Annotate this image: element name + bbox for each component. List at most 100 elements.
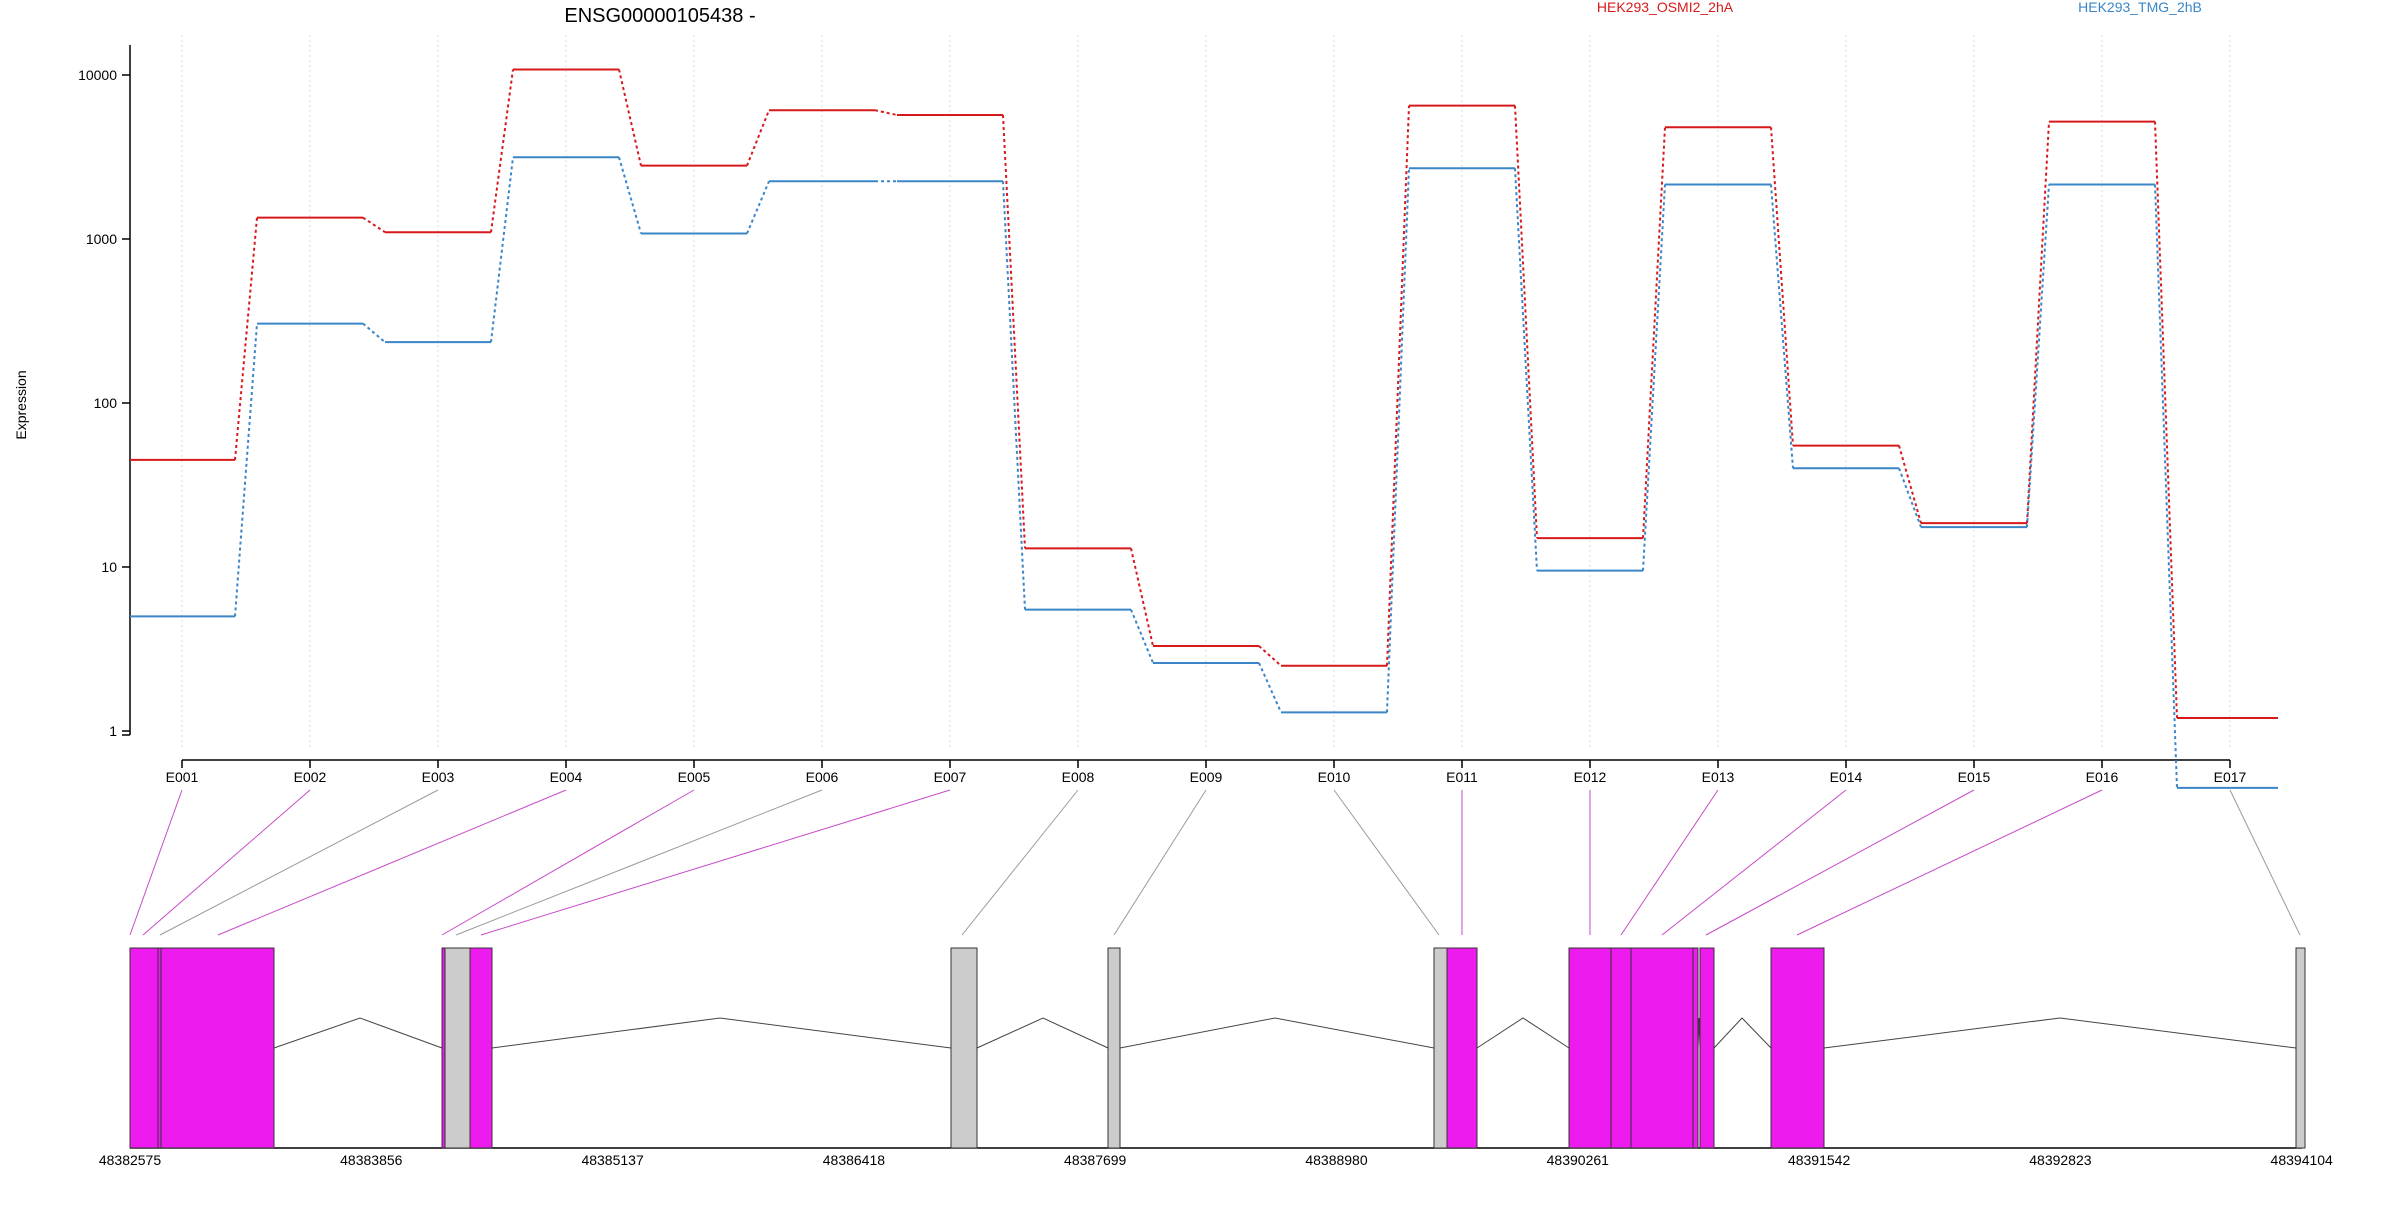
genomic-coordinate-label: 48387699: [1064, 1152, 1127, 1168]
series-1-transition: [1642, 127, 1666, 539]
x-tick-label: E011: [1446, 769, 1478, 785]
exon-block: [1610, 947, 1632, 1149]
exon-block: [1433, 947, 1448, 1149]
exon-connector-line: [1661, 789, 1847, 936]
series-1-transition: [1386, 105, 1410, 666]
exon-block: [1568, 947, 1612, 1149]
exon-block: [2295, 947, 2306, 1149]
genomic-coordinate-label: 48383856: [340, 1152, 403, 1168]
x-tick-label: E001: [166, 769, 199, 785]
series-1-transition: [1258, 645, 1282, 667]
exon-connector-line: [1113, 789, 1207, 936]
genomic-coordinate-label: 48385137: [581, 1152, 644, 1168]
exon-connector-line: [1333, 789, 1440, 936]
legend-entry-2: HEK293_TMG_2hB: [2078, 0, 2202, 15]
x-tick-label: E009: [1190, 769, 1223, 785]
exon-connector-line: [217, 789, 567, 936]
genomic-coordinate-label: 48390261: [1547, 1152, 1610, 1168]
exon-connector-line: [961, 789, 1079, 936]
intron-line: [976, 1017, 1109, 1049]
gene-model-layer: 48382575 48383856 48385137 48386418 48387699…: [99, 947, 2334, 1168]
exon-block: [1446, 947, 1478, 1149]
exon-connector-line: [2229, 789, 2301, 936]
series-1-transition: [1898, 445, 1922, 524]
x-tick-label: E015: [1958, 769, 1991, 785]
y-axis-label: Expression: [13, 370, 29, 439]
genomic-coordinate-label: 48386418: [823, 1152, 886, 1168]
series-2-transition: [1258, 662, 1282, 713]
x-tick-label: E016: [2086, 769, 2119, 785]
exon-connector-line: [129, 789, 183, 936]
x-tick-label: E013: [1702, 769, 1735, 785]
series-1-transition: [618, 69, 642, 166]
series-2-transition: [490, 157, 514, 343]
genomic-coordinate-label: 48391542: [1788, 1152, 1851, 1168]
x-tick-label: E006: [806, 769, 839, 785]
intron-line: [491, 1017, 952, 1049]
x-tick-label: E003: [422, 769, 455, 785]
y-tick-label: 100: [94, 395, 118, 411]
exon-connector-line: [159, 789, 439, 936]
intron-line: [1476, 1017, 1570, 1049]
intron-line: [1713, 1017, 1772, 1049]
series-2-transition: [746, 180, 770, 234]
series-2-transition: [234, 323, 258, 617]
series-1-transition: [1770, 127, 1794, 446]
series-1-transition: [1130, 548, 1154, 647]
intron-line: [273, 1017, 443, 1049]
x-tick-label: E012: [1574, 769, 1607, 785]
y-tick-label: 1: [109, 723, 117, 739]
plot-layer: 10000 1000 100 10 1 E001 E002 E003 E004 E005 E006 E…: [78, 35, 2278, 789]
series-2-transition: [2154, 184, 2178, 788]
series-1-transition: [234, 217, 258, 460]
x-tick-label: E004: [550, 769, 583, 785]
exon-connector-line: [441, 789, 695, 936]
x-tick-label: E017: [2214, 769, 2247, 785]
intron-line: [1119, 1017, 1435, 1049]
y-tick-label: 10: [101, 559, 117, 575]
series-1-transition: [1002, 114, 1026, 549]
series-2-transition: [1386, 168, 1410, 713]
exon-connector-line: [1705, 789, 1975, 936]
series-1-transition: [2026, 121, 2050, 524]
exon-block: [1630, 947, 1694, 1149]
x-tick-label: E008: [1062, 769, 1095, 785]
series-1-transition: [2154, 121, 2178, 719]
intron-line: [1823, 1017, 2297, 1049]
x-tick-label: E010: [1318, 769, 1351, 785]
connector-layer: [129, 789, 2301, 936]
series-1-transition: [490, 69, 514, 233]
genomic-coordinate-label: 48392823: [2029, 1152, 2092, 1168]
series-2-transition: [1898, 467, 1922, 528]
exon-block: [1770, 947, 1825, 1149]
genomic-coordinate-label: 48382575: [99, 1152, 162, 1168]
chart-title: ENSG00000105438 -: [564, 5, 755, 27]
series-1-transition: [362, 216, 386, 234]
exon-connector-line: [142, 789, 311, 936]
exon-block: [469, 947, 493, 1149]
x-tick-label: E014: [1830, 769, 1863, 785]
series-2-transition: [618, 156, 642, 234]
exon-block: [160, 947, 275, 1149]
genomic-coordinate-label: 48388980: [1305, 1152, 1368, 1168]
exon-connector-line: [1620, 789, 1719, 936]
y-tick-label: 1000: [86, 231, 117, 247]
exon-block: [950, 947, 978, 1149]
series-2-transition: [1770, 184, 1794, 469]
exon-block: [1699, 947, 1715, 1149]
exon-block: [1107, 947, 1121, 1149]
series-2-transition: [362, 322, 386, 343]
series-1-transition: [1514, 105, 1538, 539]
exon-block: [1692, 947, 1699, 1149]
x-tick-label: E005: [678, 769, 711, 785]
legend-entry-1: HEK293_OSMI2_2hA: [1597, 0, 1734, 15]
exon-connector-line: [480, 789, 951, 936]
genomic-coordinate-label: 48394104: [2271, 1152, 2334, 1168]
x-tick-label: E007: [934, 769, 967, 785]
series-2-transition: [2026, 184, 2050, 528]
exon-connector-line: [1796, 789, 2103, 936]
series-2-transition: [1002, 181, 1026, 610]
exon-connector-line: [455, 789, 823, 936]
